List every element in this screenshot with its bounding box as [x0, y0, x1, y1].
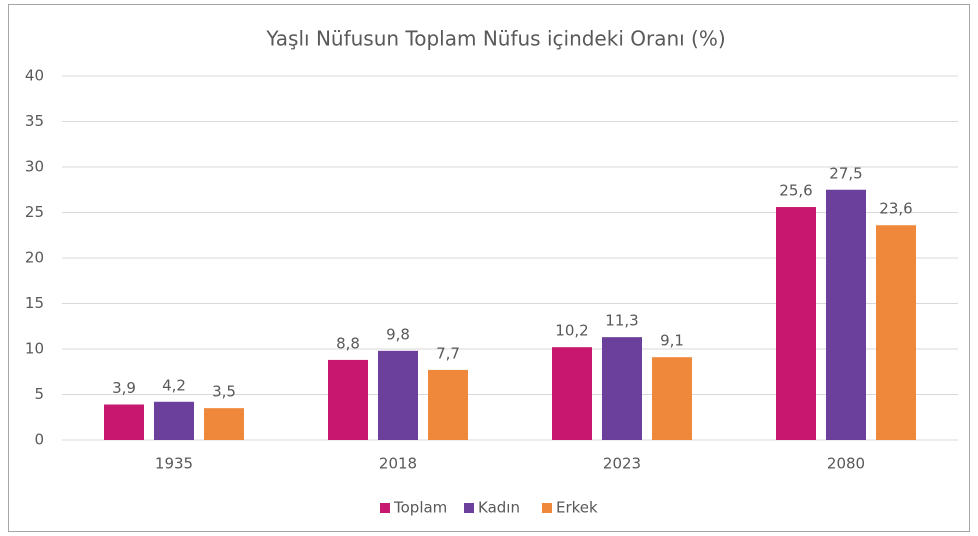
x-tick-label: 2018	[379, 455, 417, 473]
y-tick-label: 35	[25, 112, 44, 130]
data-label: 3,5	[212, 383, 236, 401]
y-tick-label: 40	[25, 67, 44, 85]
bar	[652, 357, 692, 440]
y-tick-label: 15	[25, 294, 44, 312]
bar	[776, 207, 816, 440]
y-tick-label: 0	[34, 431, 44, 449]
data-label: 7,7	[436, 344, 460, 362]
legend-label: Toplam	[393, 499, 447, 517]
x-tick-label: 1935	[155, 455, 193, 473]
data-label: 3,9	[112, 379, 136, 397]
data-label: 23,6	[879, 200, 912, 218]
bar	[602, 337, 642, 440]
bar	[154, 401, 194, 440]
y-tick-label: 25	[25, 203, 44, 221]
y-tick-label: 5	[34, 385, 44, 403]
bar	[428, 369, 468, 440]
y-tick-label: 30	[25, 158, 44, 176]
x-tick-label: 2080	[827, 455, 865, 473]
data-label: 9,8	[386, 325, 410, 343]
bar	[328, 359, 368, 440]
data-label: 4,2	[162, 376, 186, 394]
data-label: 8,8	[336, 334, 360, 352]
x-tick-label: 2023	[603, 455, 641, 473]
data-label: 9,1	[660, 332, 684, 350]
data-label: 10,2	[555, 322, 588, 340]
data-label: 27,5	[829, 164, 862, 182]
data-label: 11,3	[605, 312, 638, 330]
legend-label: Kadın	[478, 499, 520, 517]
bar	[876, 225, 916, 440]
bar	[826, 189, 866, 440]
legend-label: Erkek	[556, 499, 598, 517]
bar	[378, 350, 418, 440]
legend-swatch	[542, 503, 552, 513]
legend-swatch	[464, 503, 474, 513]
chart-title: Yaşlı Nüfusun Toplam Nüfus içindeki Oran…	[265, 27, 725, 51]
bar	[204, 408, 244, 440]
bar	[104, 404, 144, 440]
y-tick-label: 20	[25, 249, 44, 267]
data-label: 25,6	[779, 182, 812, 200]
legend-swatch	[380, 503, 390, 513]
y-tick-label: 10	[25, 340, 44, 358]
bar	[552, 347, 592, 440]
chart-border	[8, 4, 970, 532]
